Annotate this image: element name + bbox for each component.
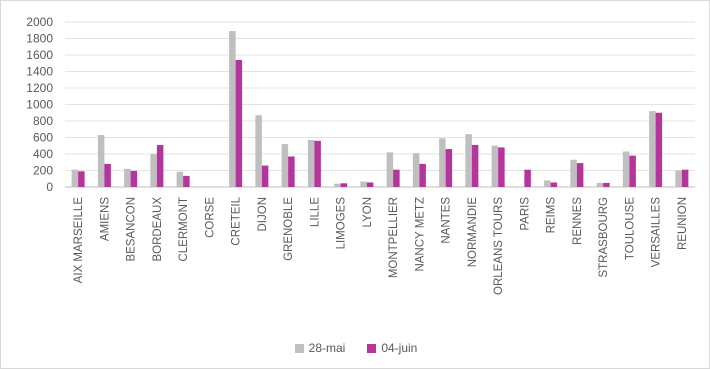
x-tick-label: PARIS xyxy=(519,197,531,231)
bar-2 xyxy=(393,169,400,187)
bar-1 xyxy=(176,171,184,187)
bar-2 xyxy=(130,170,138,187)
bar-2 xyxy=(576,163,584,187)
x-tick-label: RENNES xyxy=(572,197,584,245)
x-tick-label: NANTES xyxy=(441,197,453,244)
bar-chart: 0 200 400 600 800 1000 1200 1400 1600 1800 2000 AI… xyxy=(26,15,695,295)
bar-2 xyxy=(655,112,663,187)
bar-2 xyxy=(681,169,689,187)
bar-1 xyxy=(386,152,394,187)
y-tick-label: 600 xyxy=(33,131,53,145)
y-tick-label: 400 xyxy=(33,147,53,161)
bar-2 xyxy=(629,155,636,187)
y-tick-label: 1800 xyxy=(26,32,53,46)
bar-1 xyxy=(281,144,289,187)
y-tick-label: 1600 xyxy=(26,48,53,62)
bar-2 xyxy=(288,156,295,187)
bar-1 xyxy=(649,111,656,187)
x-tick-label: MONTPELLIER xyxy=(388,197,400,278)
x-tick-label: NORMANDIE xyxy=(467,197,479,268)
x-tick-label: AMIENS xyxy=(99,197,111,241)
legend-swatch-series-2 xyxy=(367,343,377,353)
legend-swatch-series-1 xyxy=(294,343,304,353)
bar-2 xyxy=(104,163,111,187)
x-tick-label: VERSAILLES xyxy=(651,197,663,268)
y-tick-label: 0 xyxy=(46,180,53,194)
x-tick-label: BORDEAUX xyxy=(152,197,164,262)
y-tick-label: 800 xyxy=(33,114,53,128)
bar-1 xyxy=(622,151,630,187)
bar-1 xyxy=(360,181,367,187)
bar-2 xyxy=(524,169,531,187)
bar-1 xyxy=(491,145,499,187)
bar-1 xyxy=(544,180,551,187)
bar-1 xyxy=(229,31,236,188)
x-tick-label: LILLE xyxy=(309,197,321,227)
bar-1 xyxy=(439,138,446,187)
bar-2 xyxy=(471,144,479,187)
bar-1 xyxy=(307,139,315,187)
bar-2 xyxy=(366,182,374,187)
legend-item-series-1: 28-mai xyxy=(294,341,346,355)
bar-1 xyxy=(596,182,604,187)
x-tick-label: CLERMONT xyxy=(178,197,190,262)
x-tick-label: LIMOGES xyxy=(336,197,348,250)
legend-label-series-1: 28-mai xyxy=(308,341,346,355)
x-tick-label: TOULOUSE xyxy=(624,197,636,260)
x-tick-label: LYON xyxy=(362,197,374,227)
bar-1 xyxy=(150,154,157,187)
x-tick-label: NANCY METZ xyxy=(414,197,426,272)
bar-2 xyxy=(550,182,558,187)
x-tick-label: BESANCON xyxy=(126,197,138,262)
y-tick-label: 200 xyxy=(33,164,53,178)
bar-1 xyxy=(71,169,79,187)
bar-1 xyxy=(412,153,420,187)
y-tick-label: 1200 xyxy=(26,81,53,95)
x-tick-label: ORLEANS TOURS xyxy=(493,197,505,295)
bar-2 xyxy=(235,59,243,188)
x-tick-label: STRASBOURG xyxy=(598,197,610,278)
bar-1 xyxy=(97,135,105,187)
x-tick-label: AIX MARSEILLE xyxy=(73,197,85,284)
x-tick-label: DIJON xyxy=(257,197,269,232)
bar-2 xyxy=(419,163,426,187)
bar-1 xyxy=(465,134,472,187)
legend-item-series-2: 04-juin xyxy=(367,341,417,355)
x-tick-label: GRENOBLE xyxy=(283,197,295,261)
bar-2 xyxy=(498,147,505,187)
legend: 28-mai 04-juin xyxy=(1,341,710,355)
y-tick-label: 1000 xyxy=(26,98,53,112)
bar-2 xyxy=(156,144,164,187)
y-tick-label: 2000 xyxy=(26,15,53,29)
bar-2 xyxy=(603,182,610,187)
bar-1 xyxy=(334,183,341,187)
y-tick-label: 1400 xyxy=(26,65,53,79)
bar-2 xyxy=(183,175,190,187)
bar-2 xyxy=(78,171,85,187)
x-tick-label: REUNION xyxy=(677,197,689,250)
bar-1 xyxy=(124,168,131,187)
bar-1 xyxy=(675,170,682,187)
bar-2 xyxy=(445,149,453,187)
legend-label-series-2: 04-juin xyxy=(381,341,418,355)
bar-1 xyxy=(255,115,262,187)
x-tick-label: CORSE xyxy=(204,197,216,238)
x-tick-label: REIMS xyxy=(546,197,558,234)
bar-1 xyxy=(570,159,577,187)
bar-2 xyxy=(314,140,321,187)
bar-2 xyxy=(261,165,269,187)
x-tick-label: CRETEIL xyxy=(231,196,243,245)
bar-2 xyxy=(340,183,348,187)
